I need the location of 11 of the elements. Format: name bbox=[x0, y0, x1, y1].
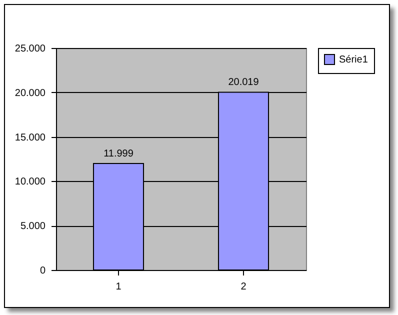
y-tick-label: 0 bbox=[40, 266, 46, 276]
y-tick-label: 25.000 bbox=[14, 44, 46, 54]
y-tick-label: 5.000 bbox=[20, 221, 46, 232]
text: 20.019 bbox=[228, 77, 259, 88]
y-tick-label: 15.000 bbox=[14, 132, 46, 144]
text: 11.999 bbox=[104, 148, 134, 160]
legend-label: Série1 bbox=[339, 54, 368, 66]
x-tick-label: 2 bbox=[240, 282, 247, 292]
y-tick-label: 10.000 bbox=[14, 176, 46, 188]
y-tick-label: 20.000 bbox=[14, 88, 46, 99]
x-tick-label: 1 bbox=[116, 282, 122, 292]
